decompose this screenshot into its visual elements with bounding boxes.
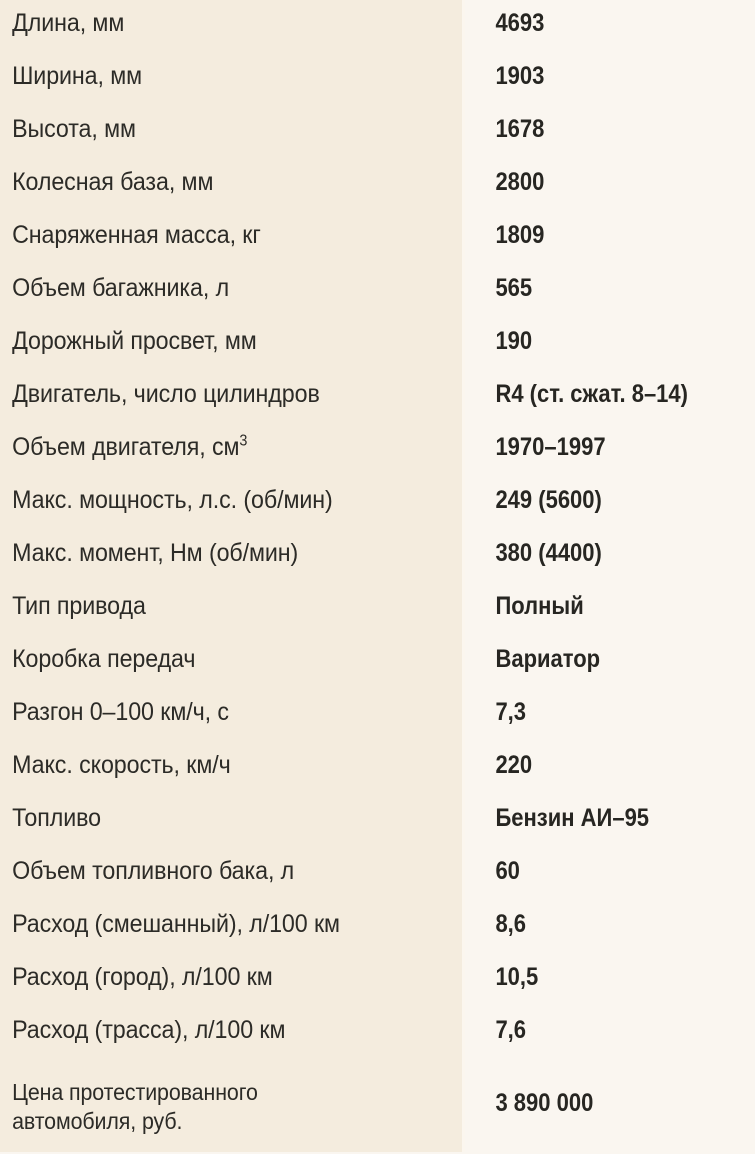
table-row: Тип привода Полный xyxy=(0,591,755,644)
spec-value: 249 (5600) xyxy=(495,486,602,514)
table-row: Цена протестированного автомобиля, руб. 3… xyxy=(0,1068,755,1154)
superscript: 3 xyxy=(239,432,248,450)
spec-value: 60 xyxy=(495,857,520,885)
table-row: Высота, мм 1678 xyxy=(0,114,755,167)
spec-label: Расход (смешанный), л/100 км xyxy=(12,910,340,938)
spec-value: 7,3 xyxy=(495,698,527,726)
spec-label: Макс. скорость, км/ч xyxy=(12,751,231,779)
table-row: Разгон 0–100 км/ч, с 7,3 xyxy=(0,697,755,750)
table-row: Расход (смешанный), л/100 км 8,6 xyxy=(0,909,755,962)
spec-label: Колесная база, мм xyxy=(12,168,214,196)
table-row: Колесная база, мм 2800 xyxy=(0,167,755,220)
table-row: Длина, мм 4693 xyxy=(0,8,755,61)
spec-value: 8,6 xyxy=(495,910,527,938)
spec-label: Двигатель, число цилиндров xyxy=(12,380,320,408)
spec-label: Объем багажника, л xyxy=(12,274,230,302)
spec-label: Макс. мощность, л.с. (об/мин) xyxy=(12,486,333,514)
spec-value: 1678 xyxy=(495,115,545,143)
table-row: Расход (город), л/100 км 10,5 xyxy=(0,962,755,1015)
spec-value: 2800 xyxy=(495,168,545,196)
spec-label: Высота, мм xyxy=(12,115,136,143)
spec-label: Расход (трасса), л/100 км xyxy=(12,1016,286,1044)
spec-label: Объем топливного бака, л xyxy=(12,857,295,885)
spec-value: 1903 xyxy=(495,62,545,90)
table-row: Макс. мощность, л.с. (об/мин) 249 (5600) xyxy=(0,485,755,538)
spec-label: Макс. момент, Нм (об/мин) xyxy=(12,539,299,567)
spec-value: 565 xyxy=(495,274,533,302)
spec-label: Топливо xyxy=(12,804,101,832)
table-row: Топливо Бензин АИ–95 xyxy=(0,803,755,856)
spec-value: 1970–1997 xyxy=(495,433,606,461)
spec-label: Объем двигателя, см3 xyxy=(12,432,248,461)
spec-value: 220 xyxy=(495,751,533,779)
table-row: Объем багажника, л 565 xyxy=(0,273,755,326)
table-row: Снаряженная масса, кг 1809 xyxy=(0,220,755,273)
table-row: Коробка передач Вариатор xyxy=(0,644,755,697)
spec-label: Снаряженная масса, кг xyxy=(12,221,261,249)
spec-value: Бензин АИ–95 xyxy=(495,804,650,832)
spec-value: 190 xyxy=(495,327,533,355)
spec-label: Коробка передач xyxy=(12,645,196,673)
table-row: Объем двигателя, см3 1970–1997 xyxy=(0,432,755,485)
table-row: Расход (трасса), л/100 км 7,6 xyxy=(0,1015,755,1068)
table-row: Ширина, мм 1903 xyxy=(0,61,755,114)
table-row: Двигатель, число цилиндров R4 (ст. сжат. … xyxy=(0,379,755,432)
spec-value: Вариатор xyxy=(495,645,601,673)
spec-value: R4 (ст. сжат. 8–14) xyxy=(495,380,688,408)
spec-value: Полный xyxy=(495,592,584,620)
spec-value: 7,6 xyxy=(495,1016,527,1044)
spec-value: 1809 xyxy=(495,221,545,249)
spec-value: 380 (4400) xyxy=(495,539,602,567)
spec-label: Цена протестированного автомобиля, руб. xyxy=(12,1079,258,1134)
table-row: Макс. момент, Нм (об/мин) 380 (4400) xyxy=(0,538,755,591)
spec-label: Расход (город), л/100 км xyxy=(12,963,273,991)
spec-label: Разгон 0–100 км/ч, с xyxy=(12,698,229,726)
table-row: Дорожный просвет, мм 190 xyxy=(0,326,755,379)
spec-label: Ширина, мм xyxy=(12,62,143,90)
spec-label: Дорожный просвет, мм xyxy=(12,327,257,355)
spec-value: 3 890 000 xyxy=(495,1089,594,1117)
spec-value: 10,5 xyxy=(495,963,539,991)
spec-value: 4693 xyxy=(495,9,545,37)
table-row: Объем топливного бака, л 60 xyxy=(0,856,755,909)
spec-label: Тип привода xyxy=(12,592,146,620)
spec-label: Длина, мм xyxy=(12,9,125,37)
table-row: Макс. скорость, км/ч 220 xyxy=(0,750,755,803)
